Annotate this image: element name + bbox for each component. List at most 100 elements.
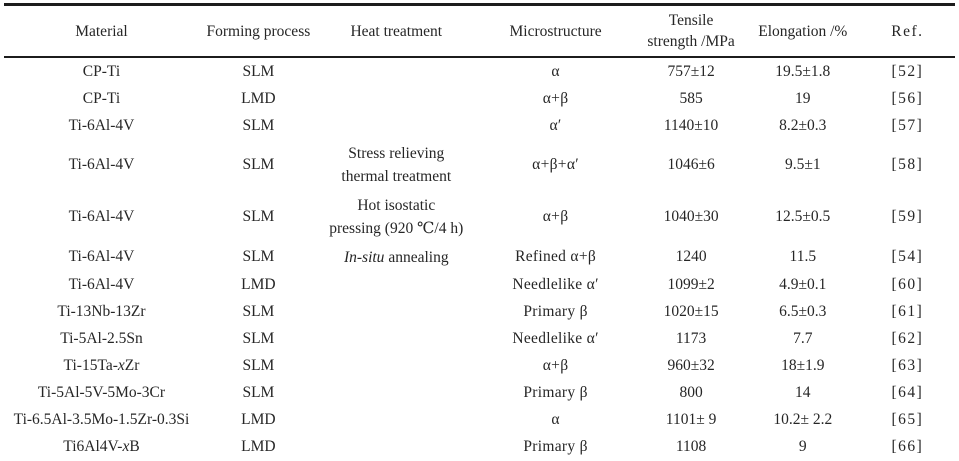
table-row: CP-Ti SLM α 757±12 19.5±1.8 [52] — [4, 57, 955, 85]
cell-tensile: 585 — [679, 89, 703, 107]
cell-tensile: 1108 — [675, 438, 707, 455]
cell-process: SLM — [242, 357, 275, 374]
table-row: Ti-6Al-4V SLM α′ 1140±10 8.2±0.3 [57] — [4, 112, 955, 139]
cell-heat — [318, 272, 475, 299]
column-header-tensile: Tensile strength /MPa — [647, 12, 735, 50]
table-row: Ti-6Al-4V LMD Needlelike α′ 1099±2 4.9±0.1 [6… — [4, 272, 955, 299]
column-header-process: Forming process — [206, 22, 311, 40]
cell-heat-line: Hot isostatic — [357, 196, 436, 214]
cell-micro: Needlelike α′ — [512, 276, 599, 293]
cell-micro: α — [551, 411, 560, 428]
cell-process: LMD — [241, 411, 276, 428]
column-header-elong: Elongation /% — [758, 22, 848, 40]
cell-ref: [62] — [891, 330, 924, 347]
cell-elong: 8.2±0.3 — [779, 116, 827, 134]
cell-elong: 9 — [798, 438, 807, 455]
cell-process: LMD — [241, 438, 276, 455]
cell-micro: α — [551, 62, 560, 80]
cell-elong: 12.5±0.5 — [775, 208, 831, 225]
table-row: Ti-13Nb-13Zr SLM Primary β 1020±15 6.5±0.3 [6… — [4, 299, 955, 326]
cell-material: Ti-6.5Al-3.5Mo-1.5Zr-0.3Si — [13, 411, 190, 428]
table-row: Ti-6.5Al-3.5Mo-1.5Zr-0.3Si LMD α 1101± 9 10.… — [4, 407, 955, 434]
cell-tensile: 1099±2 — [667, 276, 715, 293]
cell-ref: [61] — [891, 303, 924, 320]
cell-ref: [58] — [891, 156, 924, 173]
cell-micro: α+β+α′ — [532, 156, 579, 173]
cell-process: SLM — [242, 330, 275, 347]
cell-material: Ti-6Al-4V — [68, 276, 135, 293]
cell-elong: 19.5±1.8 — [775, 62, 831, 80]
cell-elong: 18±1.9 — [781, 357, 825, 374]
table-body: CP-Ti SLM α 757±12 19.5±1.8 [52] CP-Ti LMD α+β 58… — [4, 57, 955, 461]
cell-ref: [65] — [891, 411, 924, 428]
cell-tensile: 757±12 — [667, 62, 715, 80]
cell-ref: [54] — [891, 248, 924, 266]
cell-heat-line: Stress relieving — [348, 144, 445, 162]
materials-properties-table: Material Forming process Heat treatment Mic… — [4, 3, 955, 461]
cell-elong: 7.7 — [793, 330, 813, 347]
cell-material: Ti-15Ta-xZr — [63, 357, 140, 374]
cell-heat — [318, 407, 475, 434]
cell-elong: 6.5±0.3 — [779, 303, 827, 320]
cell-heat-line: thermal treatment — [341, 168, 452, 185]
cell-ref: [60] — [891, 276, 924, 293]
cell-heat — [318, 112, 475, 139]
cell-material: Ti-6Al-4V — [68, 156, 135, 173]
cell-heat — [318, 380, 475, 407]
cell-process: SLM — [242, 303, 275, 320]
cell-tensile: 1140±10 — [663, 116, 719, 134]
cell-elong: 10.2± 2.2 — [773, 411, 833, 428]
cell-tensile: 1040±30 — [663, 208, 719, 225]
column-header-ref: Ref. — [891, 22, 924, 40]
cell-material: Ti-5Al-2.5Sn — [60, 330, 143, 347]
cell-micro: α+β — [542, 89, 569, 107]
cell-process: SLM — [242, 384, 275, 401]
cell-micro: Refined α+β — [515, 248, 597, 266]
cell-heat — [318, 434, 475, 461]
cell-tensile: 960±32 — [667, 357, 715, 374]
cell-heat: In-situ annealing — [318, 243, 475, 272]
cell-material: Ti-13Nb-13Zr — [57, 303, 146, 320]
cell-tensile: 1020±15 — [663, 303, 719, 320]
cell-process: SLM — [242, 116, 275, 134]
cell-ref: [66] — [891, 438, 924, 455]
table-header: Material Forming process Heat treatment Mic… — [4, 5, 955, 57]
table-row: Ti6Al4V-xB LMD Primary β 1108 9 [66] — [4, 434, 955, 461]
cell-heat-line: pressing (920 ℃/4 h) — [329, 220, 464, 237]
cell-heat — [318, 353, 475, 380]
cell-tensile: 800 — [679, 384, 703, 401]
cell-heat — [318, 326, 475, 353]
cell-material: Ti-6Al-4V — [68, 116, 135, 134]
cell-micro: Needlelike α′ — [512, 330, 599, 347]
cell-process: LMD — [241, 276, 276, 293]
cell-process: LMD — [241, 89, 276, 107]
cell-tensile: 1240 — [675, 248, 707, 266]
cell-process: SLM — [242, 248, 275, 266]
table-row: Ti-15Ta-xZr SLM α+β 960±32 18±1.9 [63] — [4, 353, 955, 380]
cell-heat-line: In-situ annealing — [343, 248, 449, 266]
cell-ref: [56] — [891, 89, 924, 107]
table-row: Ti-6Al-4V SLM Hot isostatic pressing (920 ℃… — [4, 191, 955, 243]
cell-process: SLM — [242, 156, 275, 173]
cell-heat — [318, 57, 475, 85]
cell-heat — [318, 299, 475, 326]
table-row: CP-Ti LMD α+β 585 19 [56] — [4, 85, 955, 112]
cell-micro: Primary β — [523, 303, 588, 320]
cell-micro: Primary β — [523, 438, 588, 455]
cell-ref: [64] — [891, 384, 924, 401]
cell-material: Ti-6Al-4V — [68, 248, 135, 266]
cell-micro: α+β — [542, 357, 569, 374]
cell-heat: Stress relieving thermal treatment — [318, 139, 475, 191]
cell-tensile: 1046±6 — [667, 156, 715, 173]
column-header-material: Material — [75, 22, 128, 40]
cell-ref: [52] — [891, 62, 924, 80]
cell-material: CP-Ti — [82, 62, 121, 80]
table-row: Ti-5Al-5V-5Mo-3Cr SLM Primary β 800 14 [64] — [4, 380, 955, 407]
cell-process: SLM — [242, 62, 275, 80]
cell-elong: 4.9±0.1 — [779, 276, 827, 293]
cell-material: Ti-5Al-5V-5Mo-3Cr — [37, 384, 166, 401]
cell-elong: 9.5±1 — [784, 156, 821, 173]
table-row: Ti-6Al-4V SLM In-situ annealing Refined α+β… — [4, 243, 955, 272]
cell-elong: 11.5 — [789, 248, 817, 266]
